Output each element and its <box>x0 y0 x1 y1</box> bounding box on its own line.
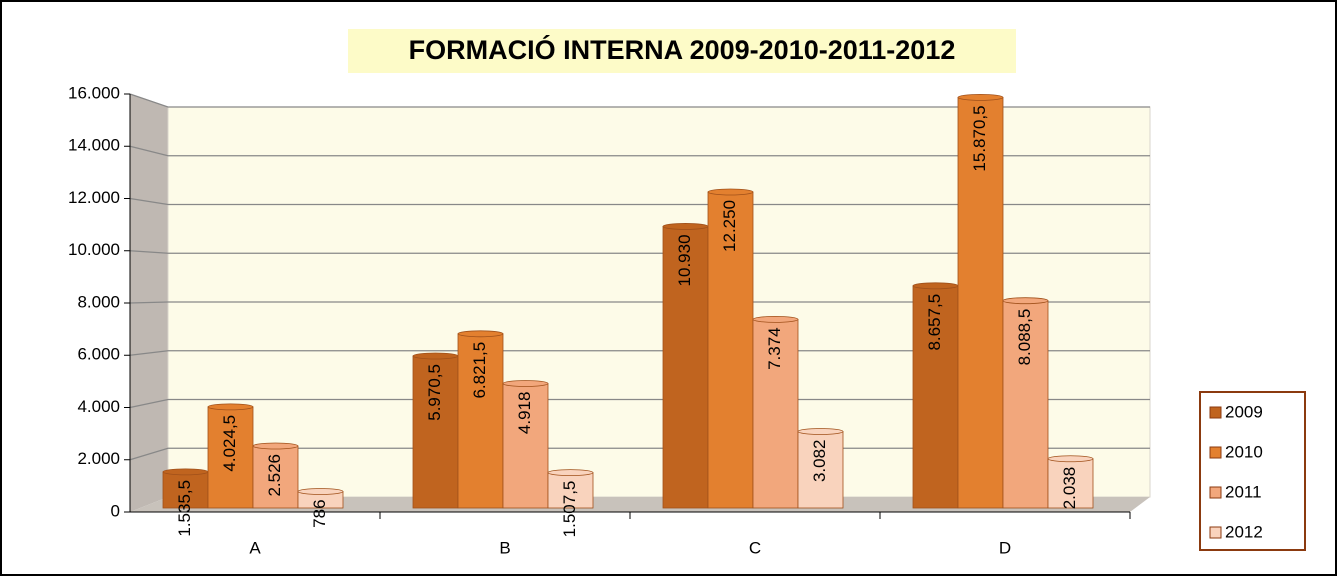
bar <box>797 431 844 509</box>
y-tick-label: 0 <box>111 501 120 520</box>
legend-label: 2010 <box>1225 442 1263 461</box>
grid-line <box>129 398 1150 409</box>
value-label: 3.082 <box>810 439 829 482</box>
bar-cap <box>252 442 299 450</box>
value-label: 8.657,5 <box>925 294 944 351</box>
bar-cap <box>912 282 959 290</box>
chart-title: FORMACIÓ INTERNA 2009-2010-2011-2012 <box>409 34 956 65</box>
value-label: 5.970,5 <box>425 364 444 421</box>
value-label: 1.507,5 <box>560 481 579 538</box>
y-tick-label: 16.000 <box>68 83 120 102</box>
grid-line <box>129 350 1150 356</box>
y-tick-label: 2.000 <box>77 449 120 468</box>
bar <box>162 471 209 509</box>
bar-cap <box>547 469 594 477</box>
value-label: 786 <box>310 499 329 527</box>
grid-line <box>129 197 1150 206</box>
x-tick-label: B <box>499 538 510 557</box>
bar-cap <box>957 93 1004 101</box>
bar-cap <box>502 380 549 387</box>
y-tick-label: 6.000 <box>77 345 120 364</box>
value-label: 4.024,5 <box>220 415 239 472</box>
bar <box>457 333 504 509</box>
y-tick-label: 8.000 <box>77 292 120 311</box>
title-box <box>348 29 1016 73</box>
legend-label: 2012 <box>1225 522 1263 541</box>
bar <box>957 96 1004 509</box>
bar-cap <box>412 352 459 360</box>
bar-cap <box>707 188 754 196</box>
legend-swatch <box>1209 486 1222 499</box>
bar-cap <box>752 315 799 323</box>
grid-line <box>129 301 1150 304</box>
bar-cap <box>1002 297 1049 305</box>
grid-line <box>129 250 1150 254</box>
value-label: 15.870,5 <box>970 105 989 171</box>
x-tick-label: A <box>249 538 261 557</box>
bar-cap <box>1047 455 1094 463</box>
value-label: 6.821,5 <box>470 342 489 399</box>
bar <box>252 445 299 509</box>
value-label: 10.930 <box>675 234 694 286</box>
bar-cap <box>662 223 709 230</box>
grid-line <box>129 93 1150 108</box>
bar <box>502 383 549 509</box>
value-label: 2.038 <box>1060 467 1079 510</box>
value-label: 8.088,5 <box>1015 309 1034 366</box>
bar-cap <box>797 428 844 435</box>
x-tick-label: D <box>999 538 1011 557</box>
bar-cap <box>297 488 344 495</box>
legend-swatch <box>1209 406 1222 419</box>
y-tick-label: 10.000 <box>68 240 120 259</box>
y-tick-label: 14.000 <box>68 136 120 155</box>
bar <box>547 472 594 509</box>
bar <box>207 406 254 509</box>
legend-label: 2011 <box>1225 482 1262 501</box>
floor <box>130 497 1150 512</box>
value-label: 2.526 <box>265 454 284 497</box>
value-label: 12.250 <box>720 200 739 252</box>
value-label: 1.535,5 <box>175 480 194 537</box>
y-tick-label: 4.000 <box>77 397 120 416</box>
x-tick-label: C <box>749 538 761 557</box>
y-tick-label: 12.000 <box>68 188 120 207</box>
bar-cap <box>457 330 504 338</box>
value-label: 4.918 <box>515 392 534 435</box>
bar-cap <box>162 468 209 476</box>
grid-line <box>129 145 1150 157</box>
bar <box>752 318 799 509</box>
value-label: 7.374 <box>765 327 784 370</box>
bar-cap <box>207 403 254 411</box>
bar <box>912 285 959 509</box>
bar <box>662 226 709 509</box>
legend-swatch <box>1209 446 1222 459</box>
bar <box>1002 300 1049 509</box>
bar <box>1047 458 1094 509</box>
legend-label: 2009 <box>1225 402 1263 421</box>
bar <box>707 191 754 509</box>
legend-swatch <box>1209 526 1222 539</box>
